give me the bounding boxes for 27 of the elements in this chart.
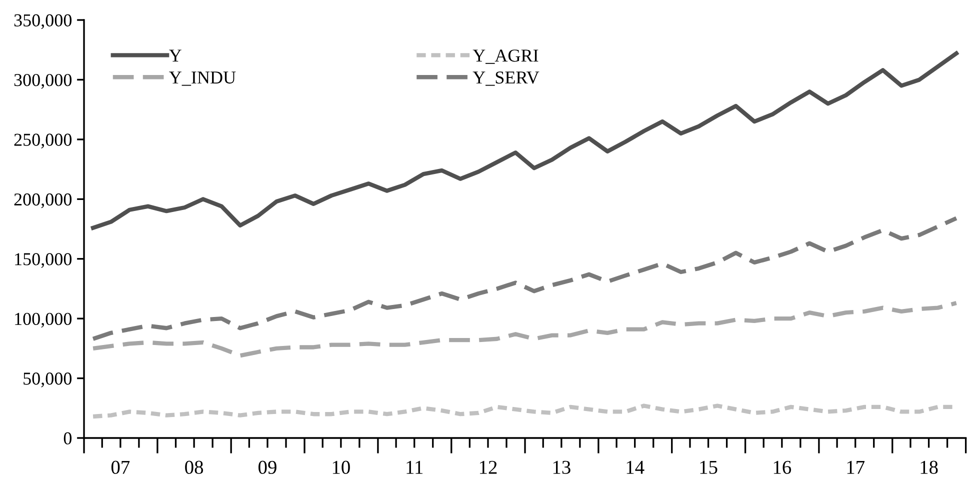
y-tick-label: 250,000 [14,134,72,148]
x-tick-label: 09 [258,460,276,474]
y-tick-label: 200,000 [14,193,72,208]
y-tick-label: 150,000 [15,253,72,268]
legend-label: Y_INDU [169,72,236,86]
x-tick-label: 07 [111,460,130,474]
x-tick-label: 17 [847,460,865,474]
y-tick-label: 100,000 [15,312,72,328]
x-tick-label: 08 [185,460,204,474]
line-series [90,51,958,230]
legend-label: Y [169,50,182,62]
line-series [90,216,958,341]
x-tick-label: 12 [480,460,497,474]
y-tick-label: 300,000 [14,74,72,89]
x-tick-label: 16 [774,460,792,474]
y-tick-label: 0 [64,432,72,444]
x-tick-label: 10 [332,460,350,474]
y-tick-label: 50,000 [24,372,72,388]
x-tick-label: 15 [700,460,718,474]
y-tick-label: 350,000 [14,14,72,30]
line-series [90,300,958,358]
x-tick-label: 18 [920,460,938,474]
legend-label: Y_SERV [472,71,540,86]
x-tick-label: 13 [553,460,570,474]
x-tick-label: 11 [406,460,423,474]
legend-label: Y_AGRI [472,50,538,64]
x-tick-label: 14 [626,460,644,474]
